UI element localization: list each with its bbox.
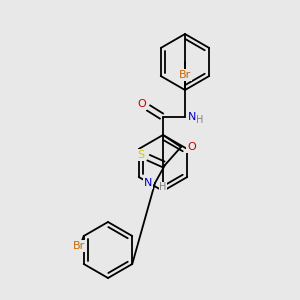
- Text: H: H: [159, 182, 167, 192]
- Text: O: O: [138, 99, 146, 109]
- Text: Br: Br: [73, 241, 85, 251]
- Text: S: S: [137, 150, 145, 160]
- Text: Br: Br: [179, 70, 191, 80]
- Text: H: H: [196, 115, 203, 125]
- Text: O: O: [187, 142, 196, 152]
- Text: N: N: [188, 112, 196, 122]
- Text: N: N: [144, 178, 152, 188]
